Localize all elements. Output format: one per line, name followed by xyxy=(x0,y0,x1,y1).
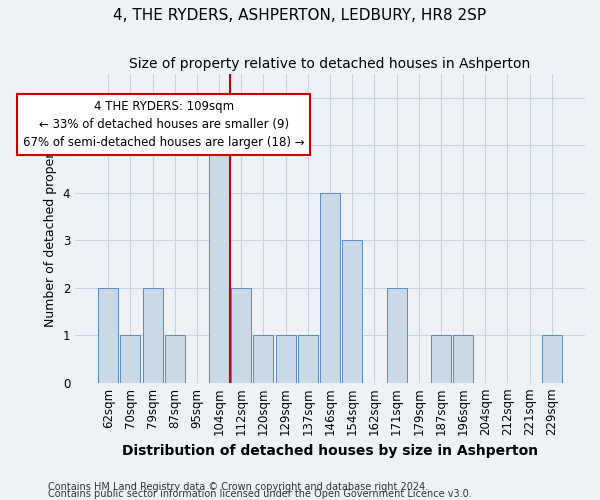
Bar xyxy=(121,335,140,382)
Bar xyxy=(231,288,251,382)
Bar xyxy=(165,335,185,382)
Bar xyxy=(431,335,451,382)
Bar xyxy=(453,335,473,382)
Bar xyxy=(542,335,562,382)
Bar xyxy=(209,146,229,382)
Bar xyxy=(275,335,296,382)
Bar xyxy=(342,240,362,382)
Text: 4, THE RYDERS, ASHPERTON, LEDBURY, HR8 2SP: 4, THE RYDERS, ASHPERTON, LEDBURY, HR8 2… xyxy=(113,8,487,22)
Text: Contains HM Land Registry data © Crown copyright and database right 2024.: Contains HM Land Registry data © Crown c… xyxy=(48,482,428,492)
Text: Contains public sector information licensed under the Open Government Licence v3: Contains public sector information licen… xyxy=(48,489,472,499)
Bar xyxy=(143,288,163,382)
Bar xyxy=(298,335,318,382)
X-axis label: Distribution of detached houses by size in Ashperton: Distribution of detached houses by size … xyxy=(122,444,538,458)
Bar xyxy=(253,335,274,382)
Text: 4 THE RYDERS: 109sqm
← 33% of detached houses are smaller (9)
67% of semi-detach: 4 THE RYDERS: 109sqm ← 33% of detached h… xyxy=(23,100,304,149)
Title: Size of property relative to detached houses in Ashperton: Size of property relative to detached ho… xyxy=(130,58,530,71)
Bar xyxy=(320,193,340,382)
Bar xyxy=(98,288,118,382)
Y-axis label: Number of detached properties: Number of detached properties xyxy=(44,130,57,327)
Bar xyxy=(386,288,407,382)
